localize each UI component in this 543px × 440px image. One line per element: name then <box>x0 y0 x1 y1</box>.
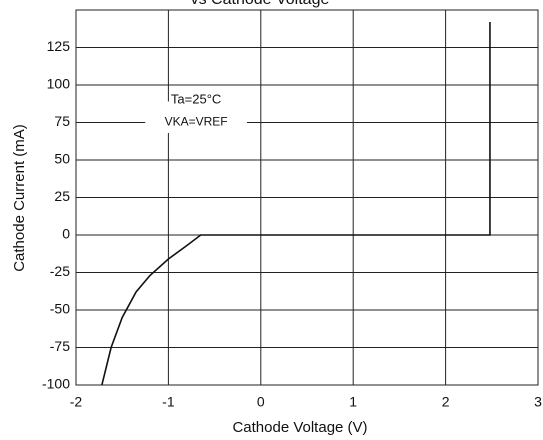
y-tick-label: -100 <box>42 376 70 392</box>
y-tick-label: 25 <box>54 188 70 204</box>
x-tick-label: 0 <box>257 394 265 410</box>
y-tick-label: 0 <box>62 226 70 242</box>
x-axis-label: Cathode Voltage (V) <box>232 419 367 436</box>
y-axis-label: Cathode Current (mA) <box>11 124 28 272</box>
x-tick-label: -1 <box>162 394 175 410</box>
series-line <box>101 22 491 386</box>
y-tick-label: -75 <box>50 338 70 354</box>
y-tick-label: -50 <box>50 301 70 317</box>
annotation-box <box>145 101 247 133</box>
y-tick-label: 125 <box>47 38 71 54</box>
annotation: VKA=VREF <box>165 115 228 129</box>
y-tick-label: 50 <box>54 151 70 167</box>
x-tick-label: -2 <box>70 394 83 410</box>
annotation: Ta=25°C <box>171 91 221 106</box>
chart-title: vs Cathode Voltage <box>191 0 330 8</box>
y-tick-label: 75 <box>54 113 70 129</box>
x-tick-label: 1 <box>349 394 357 410</box>
y-tick-label: 100 <box>47 76 71 92</box>
x-tick-label: 2 <box>442 394 450 410</box>
plot-frame <box>75 9 539 386</box>
x-tick-label: 3 <box>534 394 542 410</box>
y-tick-label: -25 <box>50 263 70 279</box>
